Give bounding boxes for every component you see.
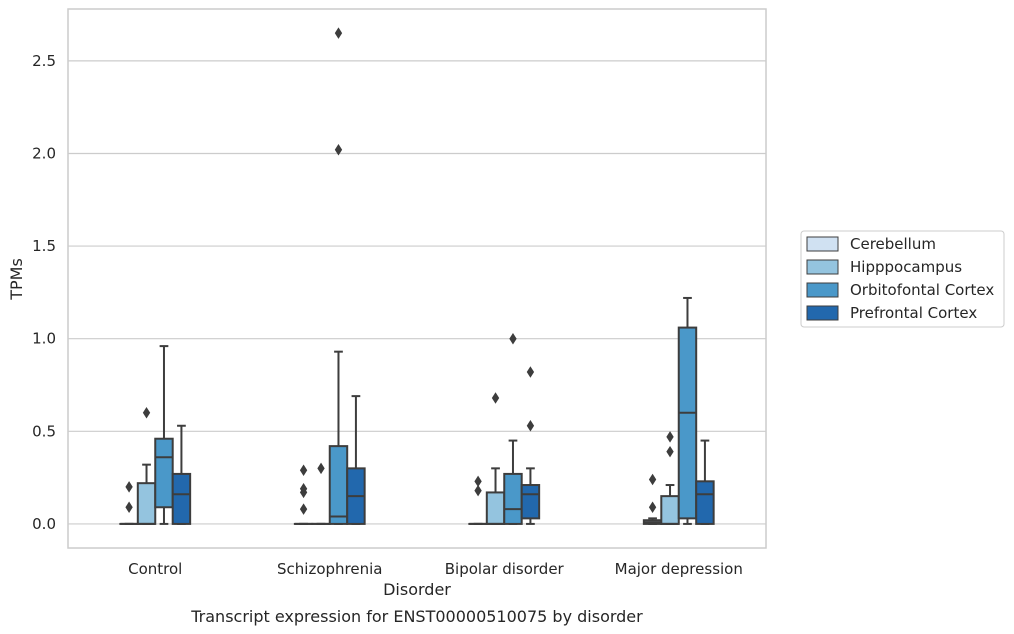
x-tick-label: Control [128, 560, 182, 578]
box-group [171, 424, 192, 525]
box [485, 491, 506, 525]
boxes [119, 27, 715, 525]
outlier-point [526, 366, 535, 378]
legend-swatch [806, 236, 839, 252]
legend-frame [800, 230, 1005, 328]
legend-label: Cerebellum [850, 235, 936, 253]
y-tick-labels: 0.0 0.5 1.0 1.5 2.0 2.5 [32, 52, 56, 533]
x-tick-label: Bipolar disorder [445, 560, 565, 578]
x-tick-labels: Control Schizophrenia Bipolar disorder Majo… [128, 560, 743, 578]
outlier-point [491, 392, 500, 404]
x-tick-label: Major depression [615, 560, 743, 578]
outlier-point [334, 27, 343, 39]
outlier-point [317, 462, 325, 475]
legend: Cerebellum Hipppocampus Orbitofontal Corte… [800, 230, 1005, 328]
plot-frame [67, 8, 767, 549]
outlier-point [648, 473, 657, 486]
box-group [520, 366, 541, 525]
box-group [154, 345, 174, 525]
box-group [677, 296, 698, 525]
outlier-point [666, 445, 674, 458]
box [154, 437, 174, 509]
legend-swatch [806, 305, 839, 321]
y-tick-label: 0.5 [32, 422, 56, 440]
legend-item: Prefrontal Cortex [806, 304, 977, 322]
legend-swatch [806, 259, 839, 275]
box [328, 445, 349, 525]
legend-label: Orbitofontal Cortex [850, 281, 994, 299]
y-tick-label: 1.5 [32, 237, 56, 255]
outlier-point [509, 332, 517, 345]
outlier-point [142, 407, 151, 419]
y-tick-label: 0.0 [32, 515, 56, 533]
box [520, 484, 541, 520]
chart-title: Transcript expression for ENST0000051007… [190, 607, 643, 626]
outlier-point [299, 503, 308, 515]
box-group [311, 462, 331, 525]
outlier-point [299, 482, 308, 495]
legend-item: Cerebellum [806, 235, 936, 253]
outlier-point [666, 431, 674, 443]
box [503, 472, 523, 525]
outlier-point [299, 464, 308, 476]
outlier-point [474, 475, 482, 488]
legend-item: Orbitofontal Cortex [806, 281, 994, 299]
box-group [503, 332, 523, 525]
outlier-point [125, 501, 133, 513]
outlier-point [474, 484, 482, 497]
y-tick-label: 1.0 [32, 330, 56, 348]
box-group [346, 395, 366, 525]
box-group [136, 407, 157, 525]
outlier-point [334, 144, 343, 156]
box-group [695, 439, 715, 525]
box-group [468, 475, 488, 525]
y-tick-label: 2.0 [32, 144, 56, 162]
box [136, 482, 157, 525]
box [171, 472, 192, 525]
legend-label: Hipppocampus [850, 258, 962, 276]
outlier-point [526, 420, 535, 432]
legend-label: Prefrontal Cortex [850, 304, 977, 322]
box-group [119, 481, 139, 525]
box-group [642, 473, 663, 525]
box-group [660, 431, 680, 525]
legend-swatch [806, 282, 839, 298]
y-tick-label: 2.5 [32, 52, 56, 70]
box-group [293, 464, 314, 525]
y-axis-label: TPMs [7, 258, 26, 301]
x-tick-label: Schizophrenia [277, 560, 382, 578]
box-group [328, 27, 349, 525]
outlier-point [125, 481, 133, 493]
legend-item: Hipppocampus [806, 258, 962, 276]
x-axis-label: Disorder [383, 580, 451, 599]
box-group [485, 392, 506, 525]
outlier-point [648, 501, 657, 513]
box [660, 495, 680, 525]
box [677, 326, 698, 520]
box [695, 480, 715, 525]
